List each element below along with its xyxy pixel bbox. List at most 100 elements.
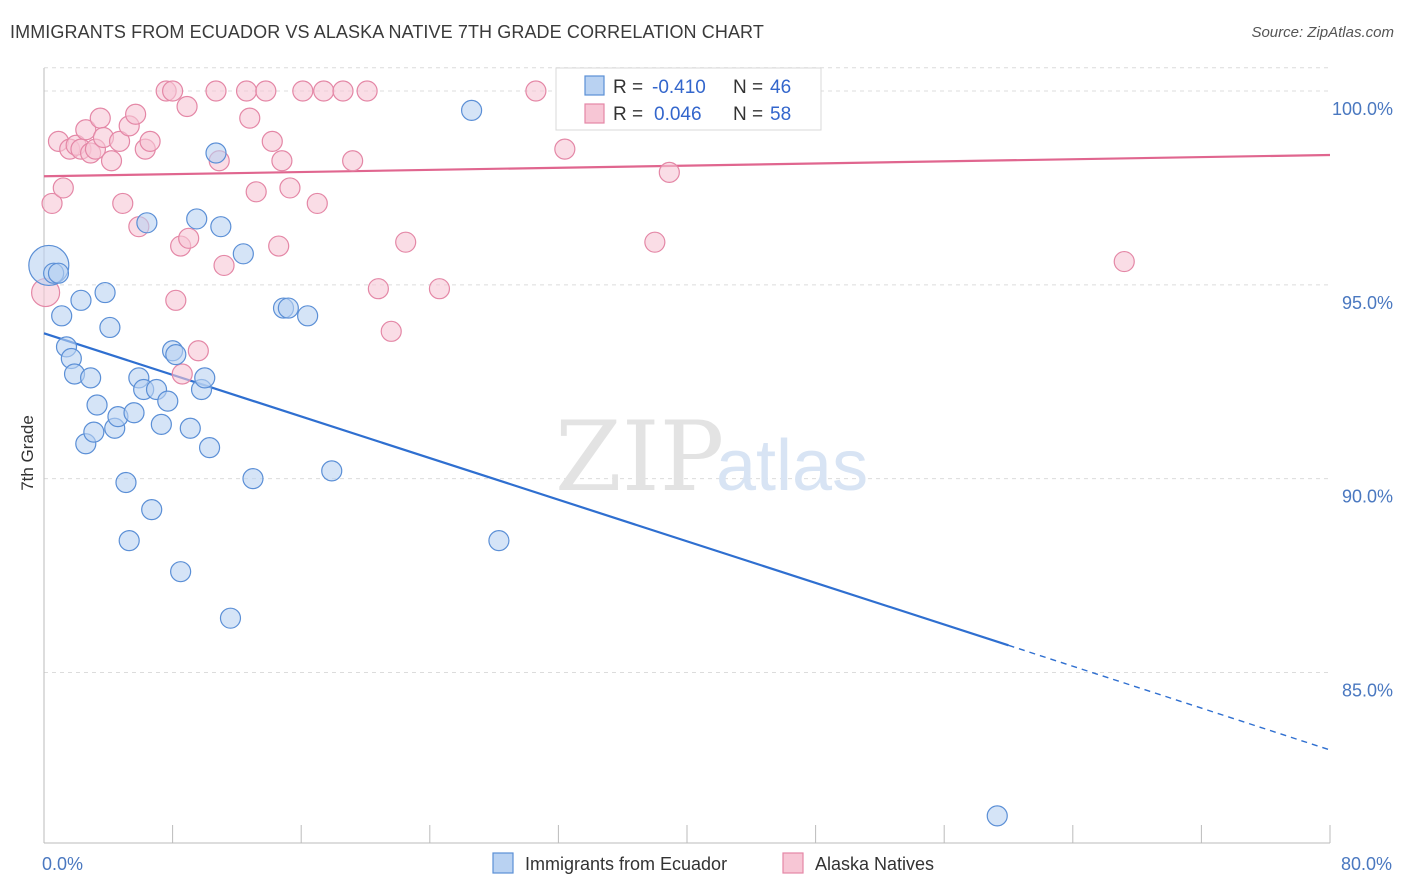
point-ecuador [321,460,343,482]
point-alaska [165,289,187,311]
trend-line-alaska [43,153,1331,178]
point-alaska [108,130,131,153]
point-alaska [292,80,314,102]
watermark: ZIP atlas [555,401,868,513]
point-ecuador [179,417,201,439]
point-alaska [367,278,389,300]
legend-swatch-ecuador [584,75,605,96]
point-ecuador [118,530,140,552]
trend-line-ecuador-projection [1008,644,1331,751]
point-ecuador [99,316,121,339]
point-alaska [356,80,378,102]
point-ecuador [219,607,242,629]
legend-n-label: N = [733,104,763,125]
point-ecuador [136,212,158,234]
axes: 100.0% 95.0% 90.0% 85.0% 0.0% 80.0% [42,68,1393,874]
legend-n-label: N = [733,77,763,98]
point-alaska [395,231,417,253]
point-alaska [112,192,134,215]
point-ecuador [94,281,116,304]
point-ecuador [210,216,232,238]
point-ecuador [986,805,1008,827]
point-ecuador [157,390,179,412]
point-ecuador [83,421,105,443]
point-alaska [380,320,402,342]
point-ecuador [47,262,70,284]
watermark-zip: ZIP [555,401,724,513]
point-alaska [176,95,198,118]
source-label: Source: ZipAtlas.com [1251,24,1394,41]
point-alaska [41,192,63,215]
point-alaska [1113,250,1135,273]
point-alaska [213,254,235,277]
point-alaska [239,107,261,129]
point-ecuador [232,243,254,265]
point-alaska [245,181,267,203]
point-ecuador [123,402,145,424]
legend-n-value-alaska: 58 [770,104,791,125]
legend-n-value-ecuador: 46 [770,77,791,98]
point-ecuador [86,394,108,416]
series-label-alaska: Alaska Natives [815,854,934,874]
point-ecuador [80,367,102,389]
point-ecuador [115,471,137,494]
point-ecuador [165,343,187,366]
point-ecuador [198,437,221,459]
point-alaska [100,150,123,172]
point-alaska [52,177,74,199]
y-tick-label: 100.0% [1332,99,1393,119]
point-alaska [187,340,209,362]
series-swatch-alaska [782,852,804,874]
point-alaska [125,103,147,125]
x-tick-label: 80.0% [1341,854,1392,874]
point-alaska [658,161,680,184]
y-tick-label: 90.0% [1342,487,1393,507]
point-ecuador [150,413,172,435]
data-points [28,80,1135,827]
point-alaska [171,363,193,385]
y-tick-label: 95.0% [1342,293,1393,313]
legend-r-label: R = [613,104,643,125]
point-alaska [89,107,111,129]
series-swatch-ecuador [492,852,514,874]
point-ecuador [460,99,483,121]
point-alaska [332,80,354,102]
point-ecuador [488,530,510,552]
point-alaska [554,138,576,160]
point-alaska [75,119,97,141]
point-alaska [306,192,328,215]
series-legend: Immigrants from Ecuador Alaska Natives [492,852,934,874]
x-tick-label: 0.0% [42,854,83,874]
y-axis-label: 7th Grade [18,415,37,491]
point-ecuador [186,208,208,230]
point-ecuador [297,305,319,327]
point-alaska [235,80,258,102]
point-alaska [162,80,184,102]
point-alaska [644,231,666,253]
point-alaska [271,150,293,172]
point-alaska [268,235,290,257]
legend-swatch-alaska [584,103,605,124]
point-alaska [178,227,200,249]
point-alaska [205,80,227,102]
point-alaska [261,130,283,153]
point-ecuador [170,561,192,583]
chart-title: IMMIGRANTS FROM ECUADOR VS ALASKA NATIVE… [10,22,764,42]
legend-r-label: R = [613,77,643,98]
point-alaska [428,278,451,300]
point-ecuador [277,297,299,319]
point-alaska [342,150,364,172]
point-alaska [255,80,277,102]
legend-r-value-ecuador: -0.410 [652,77,706,98]
y-tick-label: 85.0% [1342,680,1393,700]
point-alaska [313,80,335,102]
point-alaska [279,177,301,199]
point-ecuador [194,367,216,389]
point-ecuador [70,289,92,311]
point-ecuador [242,468,264,490]
point-alaska [525,80,547,102]
watermark-atlas: atlas [716,426,868,506]
point-ecuador [141,499,163,521]
legend-r-value-alaska: 0.046 [654,104,702,125]
